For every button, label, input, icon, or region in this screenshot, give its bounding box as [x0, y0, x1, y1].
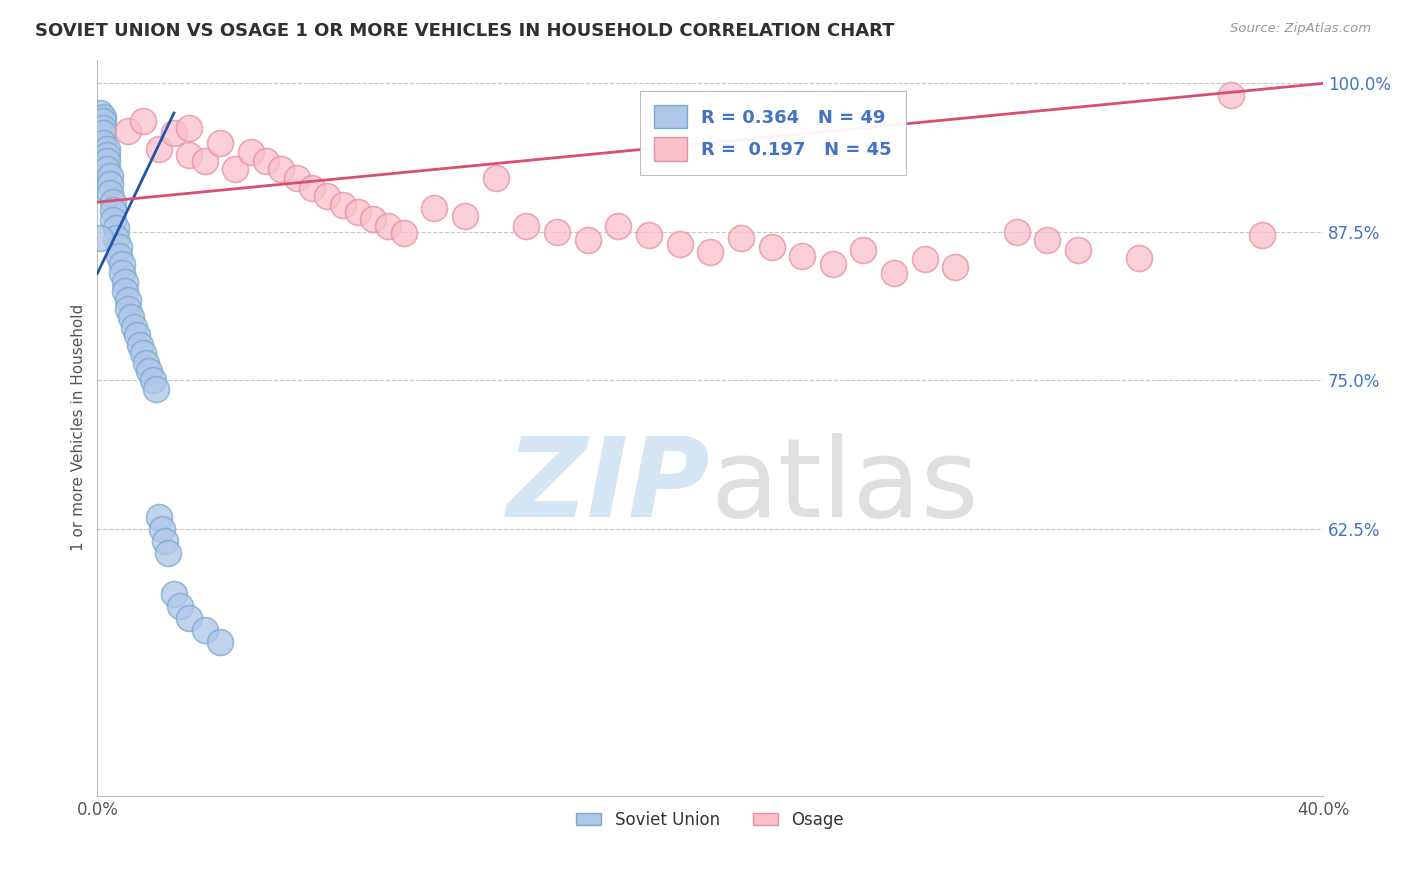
Point: [169, 599, 191, 613]
Text: ZIP: ZIP: [506, 434, 710, 541]
Point: [914, 252, 936, 267]
Point: [1128, 251, 1150, 265]
Point: [117, 301, 139, 316]
Point: [163, 126, 186, 140]
Point: [107, 249, 129, 263]
Legend: Soviet Union, Osage: Soviet Union, Osage: [569, 805, 851, 836]
Point: [93, 114, 115, 128]
Point: [101, 195, 124, 210]
Point: [301, 181, 323, 195]
Point: [179, 147, 201, 161]
Point: [1005, 225, 1028, 239]
Point: [141, 373, 163, 387]
Point: [120, 310, 142, 325]
Point: [89, 129, 111, 144]
Point: [392, 226, 415, 240]
Point: [93, 110, 115, 124]
Point: [150, 522, 173, 536]
Point: [114, 275, 136, 289]
Point: [1250, 228, 1272, 243]
Point: [93, 121, 115, 136]
Point: [117, 293, 139, 307]
Point: [127, 328, 149, 343]
Point: [93, 136, 115, 150]
Point: [1067, 243, 1090, 257]
Text: SOVIET UNION VS OSAGE 1 OR MORE VEHICLES IN HOUSEHOLD CORRELATION CHART: SOVIET UNION VS OSAGE 1 OR MORE VEHICLES…: [35, 22, 894, 40]
Point: [347, 204, 370, 219]
Point: [145, 382, 167, 396]
Point: [423, 201, 446, 215]
Point: [316, 189, 339, 203]
Point: [546, 225, 568, 239]
Point: [98, 186, 121, 200]
Point: [515, 219, 537, 233]
Point: [179, 121, 201, 136]
Point: [270, 161, 292, 176]
Text: atlas: atlas: [710, 434, 979, 541]
Point: [132, 114, 155, 128]
Point: [153, 533, 176, 548]
Point: [332, 197, 354, 211]
Point: [254, 153, 277, 168]
Point: [208, 634, 231, 648]
Point: [96, 147, 118, 161]
Point: [138, 364, 160, 378]
Point: [107, 240, 129, 254]
Point: [761, 240, 783, 254]
Point: [194, 623, 217, 637]
Point: [821, 257, 844, 271]
Point: [101, 203, 124, 218]
Point: [792, 249, 814, 263]
Point: [89, 118, 111, 132]
Point: [104, 221, 127, 235]
Point: [224, 161, 246, 176]
Point: [89, 112, 111, 126]
Point: [1220, 88, 1243, 103]
Point: [104, 231, 127, 245]
Point: [699, 245, 721, 260]
Point: [208, 136, 231, 150]
Point: [111, 267, 134, 281]
Point: [285, 171, 308, 186]
Point: [377, 219, 399, 233]
Point: [129, 337, 152, 351]
Point: [101, 213, 124, 227]
Point: [111, 257, 134, 271]
Point: [122, 319, 145, 334]
Point: [607, 219, 630, 233]
Point: [96, 142, 118, 156]
Point: [730, 231, 752, 245]
Point: [96, 161, 118, 176]
Point: [135, 355, 157, 369]
Point: [98, 178, 121, 192]
Point: [852, 243, 875, 257]
Point: [93, 126, 115, 140]
Point: [117, 124, 139, 138]
Point: [96, 153, 118, 168]
Point: [148, 510, 170, 524]
Text: Source: ZipAtlas.com: Source: ZipAtlas.com: [1230, 22, 1371, 36]
Point: [1036, 233, 1059, 247]
Point: [194, 153, 217, 168]
Point: [179, 611, 201, 625]
Point: [163, 587, 186, 601]
Point: [156, 545, 179, 559]
Point: [485, 171, 508, 186]
Point: [148, 142, 170, 156]
Point: [98, 169, 121, 183]
Point: [361, 211, 384, 226]
Point: [114, 284, 136, 298]
Y-axis label: 1 or more Vehicles in Household: 1 or more Vehicles in Household: [72, 304, 86, 551]
Point: [668, 236, 690, 251]
Point: [883, 267, 905, 281]
Point: [576, 233, 599, 247]
Point: [454, 210, 477, 224]
Point: [132, 346, 155, 360]
Point: [89, 124, 111, 138]
Point: [638, 228, 661, 243]
Point: [239, 145, 262, 160]
Point: [89, 231, 111, 245]
Point: [945, 260, 967, 275]
Point: [89, 106, 111, 120]
